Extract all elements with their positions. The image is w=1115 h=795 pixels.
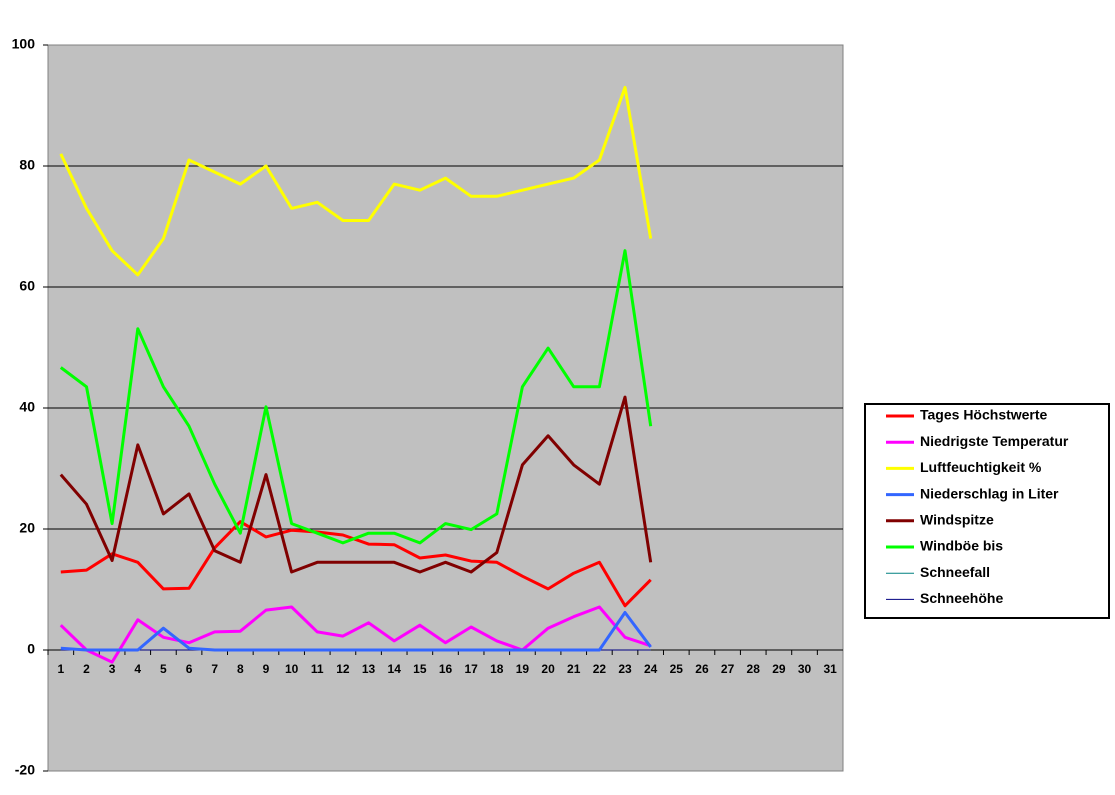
x-tick-label: 21 xyxy=(567,662,581,676)
x-tick-label: 6 xyxy=(186,662,193,676)
x-tick-label: 3 xyxy=(109,662,116,676)
x-tick-label: 23 xyxy=(618,662,632,676)
legend-label: Niedrigste Temperatur xyxy=(920,433,1069,449)
legend-box xyxy=(864,403,1110,619)
series-line xyxy=(59,395,653,574)
x-tick-label: 17 xyxy=(464,662,478,676)
x-tick-label: 4 xyxy=(134,662,141,676)
x-tick-label: 13 xyxy=(362,662,376,676)
x-tick-label: 15 xyxy=(413,662,427,676)
legend-label: Windspitze xyxy=(920,512,994,528)
legend-label: Windböe bis xyxy=(920,538,1003,554)
x-tick-label: 27 xyxy=(721,662,735,676)
y-tick-label: 20 xyxy=(19,520,35,536)
x-tick-label: 5 xyxy=(160,662,167,676)
x-tick-label: 16 xyxy=(439,662,453,676)
y-tick-label: 60 xyxy=(19,278,35,294)
y-tick-label: -20 xyxy=(15,762,35,778)
x-tick-label: 12 xyxy=(336,662,350,676)
x-tick-label: 26 xyxy=(695,662,709,676)
legend-label: Tages Höchstwerte xyxy=(920,407,1048,423)
x-tick-label: 20 xyxy=(541,662,555,676)
series-line xyxy=(59,85,653,277)
legend-label: Luftfeuchtigkeit % xyxy=(920,459,1042,475)
legend-label: Schneehöhe xyxy=(920,590,1003,606)
series-line xyxy=(59,249,653,545)
x-tick-label: 2 xyxy=(83,662,90,676)
x-tick-label: 25 xyxy=(670,662,684,676)
x-tick-label: 29 xyxy=(772,662,786,676)
legend-label: Niederschlag in Liter xyxy=(920,485,1059,501)
series-line xyxy=(60,611,652,652)
y-tick-label: 40 xyxy=(19,399,35,415)
x-tick-label: 11 xyxy=(311,662,324,676)
series-line xyxy=(59,605,652,664)
x-tick-label: 28 xyxy=(747,662,761,676)
x-tick-label: 30 xyxy=(798,662,812,676)
x-tick-label: 24 xyxy=(644,662,658,676)
x-tick-label: 1 xyxy=(57,662,64,676)
y-tick-label: 80 xyxy=(19,157,35,173)
x-tick-label: 10 xyxy=(285,662,299,676)
y-tick-label: 100 xyxy=(12,36,36,52)
y-tick-label: 0 xyxy=(27,641,35,657)
x-tick-label: 8 xyxy=(237,662,244,676)
x-tick-label: 18 xyxy=(490,662,504,676)
x-tick-label: 22 xyxy=(593,662,607,676)
x-tick-label: 31 xyxy=(823,662,837,676)
x-tick-label: 9 xyxy=(263,662,270,676)
x-tick-label: 14 xyxy=(388,662,402,676)
x-tick-label: 19 xyxy=(516,662,530,676)
x-tick-label: 7 xyxy=(211,662,218,676)
legend-label: Schneefall xyxy=(920,564,990,580)
